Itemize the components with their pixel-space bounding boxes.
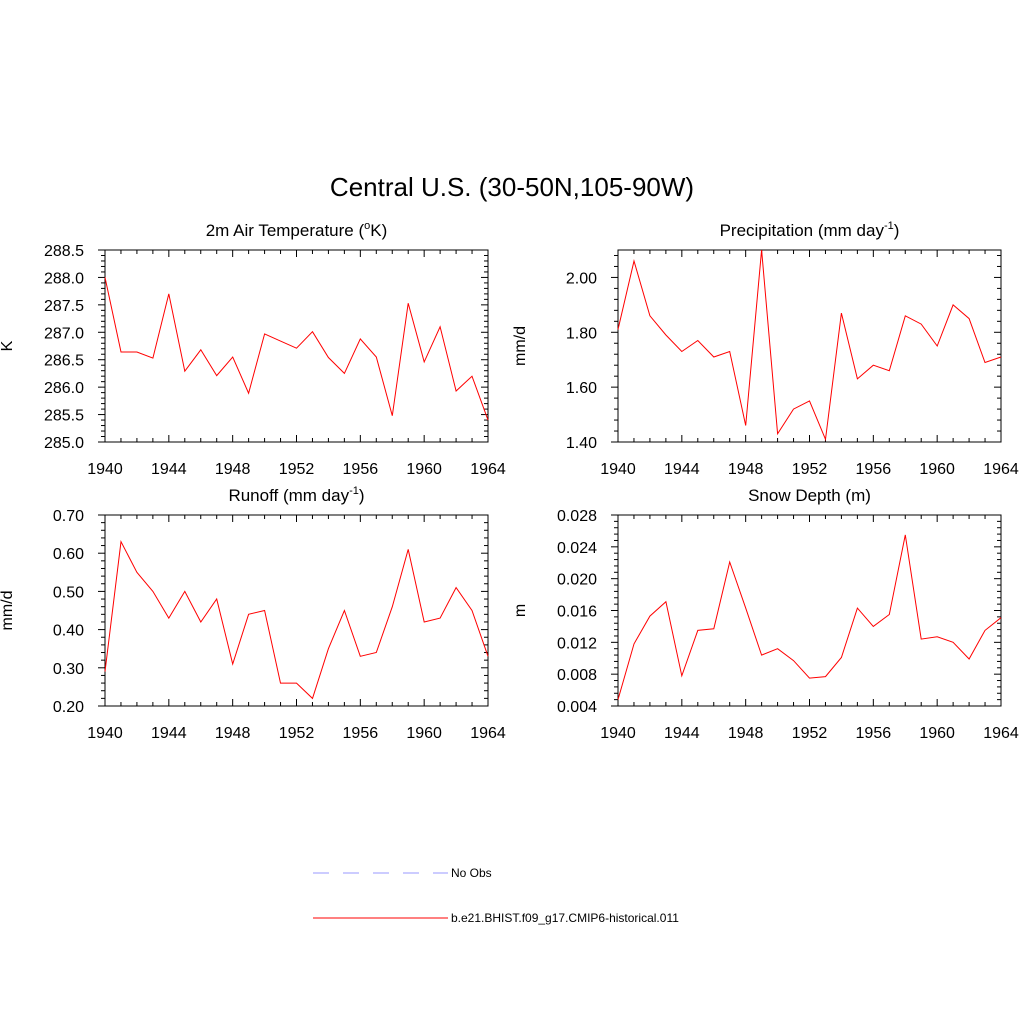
x-tick-label: 1956 (343, 725, 379, 742)
y-tick-label: 2.00 (566, 270, 597, 287)
x-tick-label: 1952 (279, 725, 315, 742)
chart-panel-1: 1940 1944 1948 1952 1956 1960 1964 285.0 285.5 28… (0, 220, 506, 478)
y-axis-title: K (0, 340, 16, 351)
x-tick-label: 1964 (983, 725, 1019, 742)
y-tick-label: 0.024 (557, 540, 597, 557)
series-line (617, 249, 1002, 442)
x-tick-label: 1960 (406, 461, 442, 478)
y-tick-label: 0.012 (557, 635, 597, 652)
legend: No Obs b.e21.BHIST.f09_g17.CMIP6-histori… (313, 866, 679, 925)
x-tick-label: 1940 (600, 725, 636, 742)
y-tick-label: 288.5 (44, 243, 84, 260)
x-tick-label: 1940 (600, 461, 636, 478)
x-tick-label: 1964 (983, 461, 1019, 478)
chart-panel-4: 1940 1944 1948 1952 1956 1960 1964 0.004 0.008 0.… (512, 486, 1019, 742)
x-tick-label: 1948 (728, 461, 764, 478)
y-tick-label: 285.0 (44, 435, 84, 452)
legend-label-no-obs: No Obs (451, 866, 492, 880)
panel-title: 2m Air Temperature (oK) (206, 220, 388, 240)
x-tick-label: 1940 (87, 725, 123, 742)
figure-title: Central U.S. (30-50N,105-90W) (330, 172, 694, 202)
plot-frame (617, 249, 1002, 443)
panel-title: Snow Depth (m) (748, 486, 871, 505)
chart-panel-2: 1940 1944 1948 1952 1956 1960 1964 1.40 1.60 1.80… (512, 220, 1019, 478)
y-tick-label: 0.30 (53, 661, 84, 678)
plot-frame (617, 514, 1002, 707)
y-tick-label: 0.60 (53, 546, 84, 563)
x-tick-label: 1944 (664, 725, 700, 742)
y-tick-label: 1.40 (566, 435, 597, 452)
chart-panel-3: 1940 1944 1948 1952 1956 1960 1964 0.20 0.30 0.40… (0, 485, 506, 742)
x-tick-label: 1940 (87, 461, 123, 478)
y-tick-label: 1.80 (566, 325, 597, 342)
series-line (617, 534, 1002, 700)
x-tick-label: 1948 (728, 725, 764, 742)
x-tick-label: 1960 (919, 725, 955, 742)
y-tick-label: 0.020 (557, 572, 597, 589)
x-tick-label: 1952 (792, 461, 828, 478)
y-tick-label: 0.40 (53, 623, 84, 640)
x-tick-label: 1960 (919, 461, 955, 478)
x-tick-label: 1952 (279, 461, 315, 478)
y-tick-label: 0.004 (557, 699, 597, 716)
y-tick-label: 0.008 (557, 667, 597, 684)
y-tick-label: 288.0 (44, 270, 84, 287)
plot-frame (104, 514, 489, 707)
y-tick-label: 0.20 (53, 699, 84, 716)
chart-panels: 1940 1944 1948 1952 1956 1960 1964 285.0 285.5 28… (0, 220, 1019, 742)
y-tick-label: 287.0 (44, 325, 84, 342)
y-tick-label: 287.5 (44, 298, 84, 315)
legend-label-model: b.e21.BHIST.f09_g17.CMIP6-historical.011 (451, 911, 679, 925)
panel-title: Precipitation (mm day-1) (720, 220, 900, 240)
x-tick-label: 1964 (470, 725, 506, 742)
x-tick-label: 1944 (151, 461, 187, 478)
y-tick-label: 286.5 (44, 353, 84, 370)
y-tick-label: 0.50 (53, 584, 84, 601)
x-tick-label: 1960 (406, 725, 442, 742)
x-tick-label: 1948 (215, 461, 251, 478)
y-tick-label: 285.5 (44, 408, 84, 425)
x-tick-label: 1944 (151, 725, 187, 742)
x-tick-label: 1944 (664, 461, 700, 478)
x-tick-label: 1964 (470, 461, 506, 478)
y-tick-label: 1.60 (566, 380, 597, 397)
x-tick-label: 1956 (856, 725, 892, 742)
y-tick-label: 0.70 (53, 508, 84, 525)
x-tick-label: 1952 (792, 725, 828, 742)
panel-title: Runoff (mm day-1) (228, 485, 364, 505)
y-tick-label: 286.0 (44, 380, 84, 397)
series-line (104, 540, 489, 700)
y-tick-label: 0.016 (557, 604, 597, 621)
plot-frame (104, 249, 489, 443)
y-axis-title: m (512, 604, 529, 617)
series-line (104, 277, 489, 421)
x-tick-label: 1948 (215, 725, 251, 742)
y-tick-label: 0.028 (557, 508, 597, 525)
y-axis-title: mm/d (512, 326, 529, 366)
y-axis-title: mm/d (0, 591, 16, 631)
x-tick-label: 1956 (343, 461, 379, 478)
x-tick-label: 1956 (856, 461, 892, 478)
